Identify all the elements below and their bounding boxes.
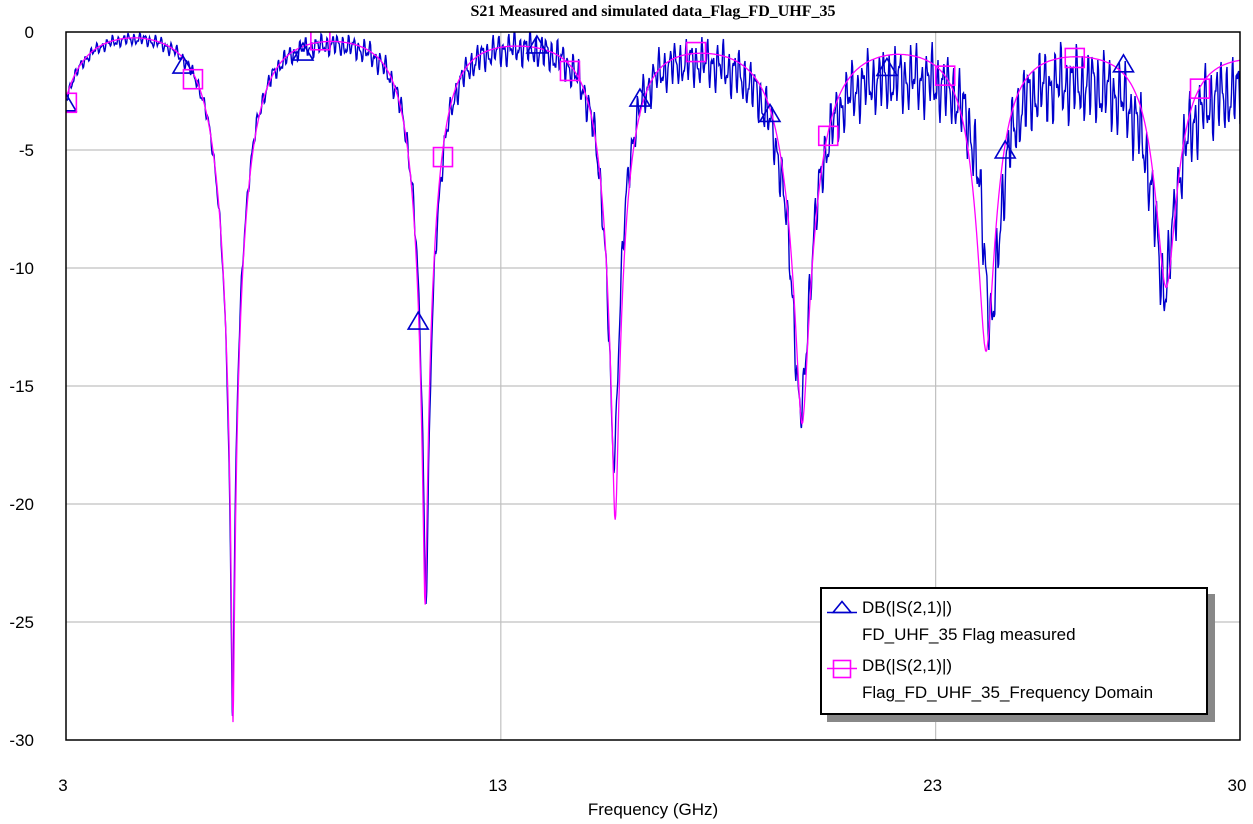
marker-square [685,41,707,63]
legend-measured-line1: DB(|S(2,1)|) [862,598,953,617]
marker-square [934,65,956,86]
y-tick-label: -15 [9,377,34,396]
x-tick-label: 3 [58,776,67,795]
chart-title: S21 Measured and simulated data_Flag_FD_… [470,3,836,20]
marker-square [559,60,581,82]
marker-triangle [66,92,78,112]
marker-triangle [406,310,430,330]
curve-simulated [66,37,1240,723]
x-tick-label: 30 [1228,776,1247,795]
marker-square [66,92,78,114]
marker-triangle [291,41,315,61]
y-tick-label: -30 [9,731,34,750]
legend-simulated-line1: DB(|S(2,1)|) [862,656,953,675]
y-tick-label: -25 [9,613,34,632]
marker-square [1064,47,1086,69]
legend-measured-line2: FD_UHF_35 Flag measured [862,625,1076,644]
legend-entry-measured: DB(|S(2,1)|) FD_UHF_35 Flag measured [827,594,1200,648]
y-tick-label: -5 [19,141,34,160]
marker-triangle [525,34,549,54]
marker-square [182,68,204,90]
y-tick-label: -10 [9,259,34,278]
x-tick-label: 13 [488,776,507,795]
marker-square [432,146,454,168]
legend-box[interactable]: DB(|S(2,1)|) FD_UHF_35 Flag measured DB(… [820,587,1208,715]
x-axis-title: Frequency (GHz) [587,800,719,819]
marker-triangle [758,102,782,123]
triangle-marker-icon [827,594,859,621]
x-tick-label: 23 [923,776,942,795]
curve-measured [66,32,1240,717]
marker-triangle [875,56,899,77]
legend-entry-simulated: DB(|S(2,1)|) Flag_FD_UHF_35_Frequency Do… [827,652,1200,706]
marker-triangle [993,139,1017,159]
plot-border [65,31,1241,741]
marker-square [310,32,331,51]
legend-simulated-line2: Flag_FD_UHF_35_Frequency Domain [862,683,1154,702]
square-marker-icon [827,652,859,679]
marker-square [1189,78,1211,99]
marker-triangle [628,87,652,107]
y-tick-label: 0 [25,23,34,42]
marker-triangle [1112,53,1135,73]
y-tick-label: -20 [9,495,34,514]
marker-square [817,125,839,147]
